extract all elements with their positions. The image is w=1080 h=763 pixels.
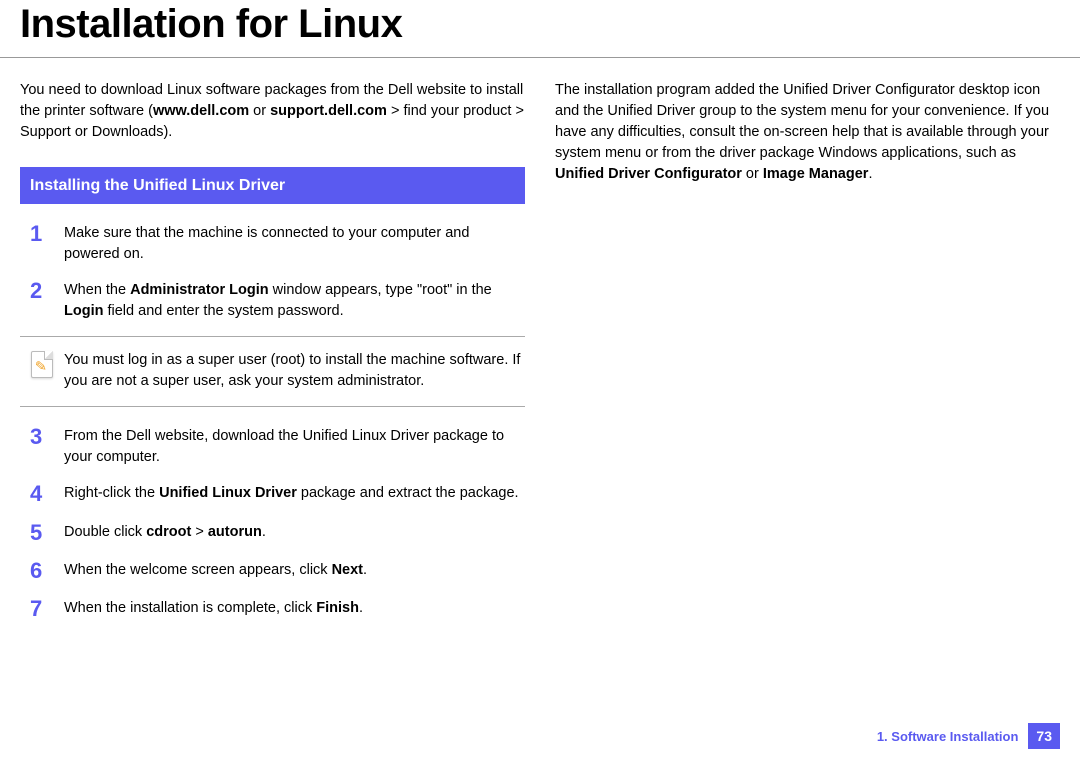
step-5: 5 Double click cdroot > autorun. — [20, 521, 525, 545]
step-6: 6 When the welcome screen appears, click… — [20, 559, 525, 583]
note-text: You must log in as a super user (root) t… — [64, 349, 525, 392]
step-7: 7 When the installation is complete, cli… — [20, 597, 525, 621]
step-body: Right-click the Unified Linux Driver pac… — [64, 482, 525, 504]
step-number: 3 — [20, 425, 64, 449]
right-column: The installation program added the Unifi… — [555, 80, 1060, 635]
step-2: 2 When the Administrator Login window ap… — [20, 279, 525, 322]
note-icon — [20, 349, 64, 378]
divider — [20, 406, 525, 407]
step-body: Make sure that the machine is connected … — [64, 222, 525, 265]
step-body: From the Dell website, download the Unif… — [64, 425, 525, 468]
footer: 1. Software Installation 73 — [877, 723, 1060, 749]
step-3: 3 From the Dell website, download the Un… — [20, 425, 525, 468]
step-number: 4 — [20, 482, 64, 506]
step-number: 5 — [20, 521, 64, 545]
step-number: 6 — [20, 559, 64, 583]
step-body: When the installation is complete, click… — [64, 597, 525, 619]
step-number: 1 — [20, 222, 64, 246]
step-number: 7 — [20, 597, 64, 621]
step-4: 4 Right-click the Unified Linux Driver p… — [20, 482, 525, 506]
step-number: 2 — [20, 279, 64, 303]
step-1: 1 Make sure that the machine is connecte… — [20, 222, 525, 265]
page-title: Installation for Linux — [0, 0, 1080, 58]
step-body: When the Administrator Login window appe… — [64, 279, 525, 322]
left-column: You need to download Linux software pack… — [20, 80, 525, 635]
step-body: Double click cdroot > autorun. — [64, 521, 525, 543]
right-paragraph: The installation program added the Unifi… — [555, 80, 1060, 185]
intro-paragraph: You need to download Linux software pack… — [20, 80, 525, 143]
content-columns: You need to download Linux software pack… — [0, 58, 1080, 635]
divider — [20, 336, 525, 337]
footer-chapter: 1. Software Installation — [877, 729, 1019, 744]
section-heading: Installing the Unified Linux Driver — [20, 167, 525, 204]
page-number: 73 — [1028, 723, 1060, 749]
step-body: When the welcome screen appears, click N… — [64, 559, 525, 581]
note-row: You must log in as a super user (root) t… — [20, 347, 525, 400]
